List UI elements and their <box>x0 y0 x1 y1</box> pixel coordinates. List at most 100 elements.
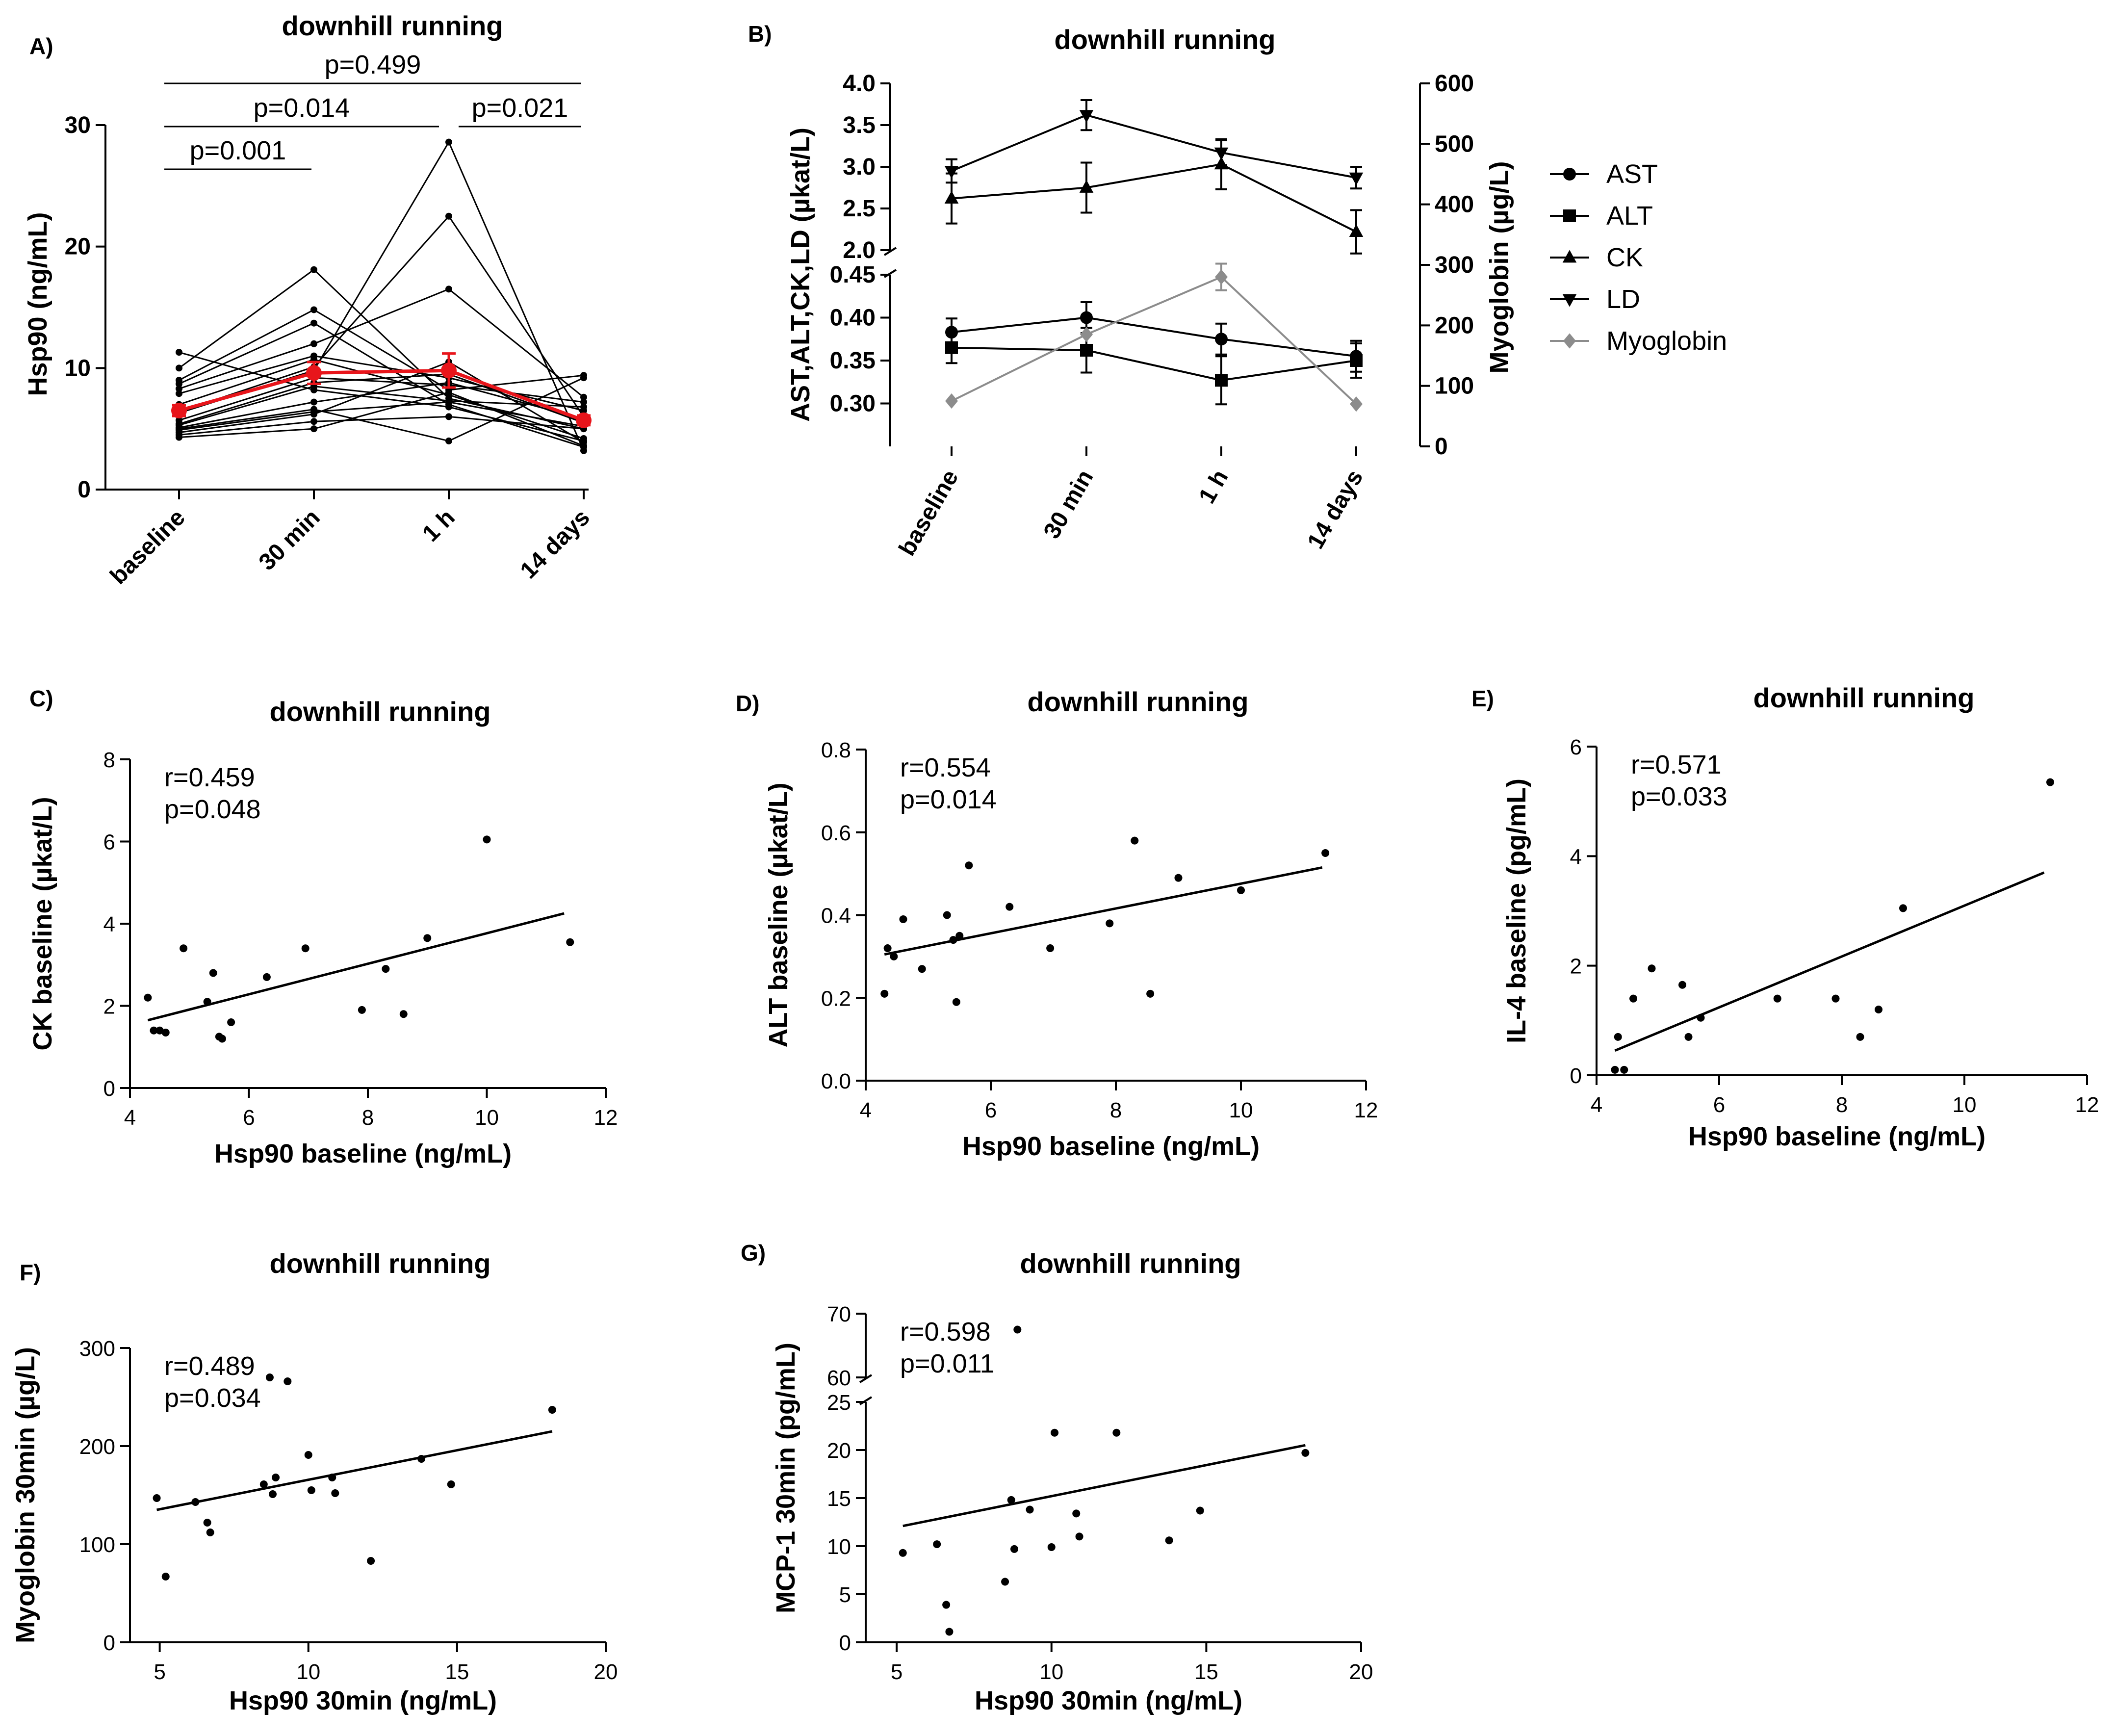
panel-e-xtick-label: 10 <box>1953 1093 1977 1117</box>
panel-c-stat-p: p=0.048 <box>164 795 261 824</box>
panel-f-data-point <box>307 1486 315 1494</box>
panel-e-stat-r: r=0.571 <box>1631 750 1722 779</box>
panel-f-xtick-label: 5 <box>154 1660 165 1684</box>
panel-a-individual-line <box>179 385 584 426</box>
panel-d-data-point <box>1106 919 1114 928</box>
panel-a-ytick-label: 30 <box>65 112 91 138</box>
panel-d-ytick-label: 0.2 <box>821 986 851 1011</box>
panel-d-ytick-label: 0.8 <box>821 738 851 762</box>
panel-b-series-ld-point <box>1349 172 1364 185</box>
panel-d-data-point <box>1046 944 1055 952</box>
panel-f-ytick-label: 0 <box>103 1631 115 1655</box>
panel-a-individual-point <box>176 349 182 356</box>
panel-b-axis-break <box>883 269 897 278</box>
panel-a-individual-point <box>310 418 317 425</box>
panel-b-series-ast-point <box>1215 333 1228 346</box>
panel-a-individual-line <box>179 361 584 443</box>
panel-c-data-point <box>155 1026 164 1035</box>
panel-d-data-point <box>1174 874 1183 882</box>
panel-f-xtick-label: 20 <box>594 1660 618 1684</box>
panel-a-comparison-label: p=0.021 <box>472 93 568 123</box>
panel-a-mean-point <box>306 365 322 381</box>
scatter-panels: C) downhill running Hsp90 baseline (ng/mL)… <box>11 682 2099 1715</box>
panel-a-individual-point <box>445 138 452 146</box>
panel-b-xtick-label: 14 days <box>1303 466 1368 553</box>
panel-a-individual-point <box>580 398 587 406</box>
panel-a-comparison-label: p=0.014 <box>254 93 350 123</box>
panel-b-title: downhill running <box>1054 24 1275 55</box>
panel-c-data-point <box>262 973 271 981</box>
panel-a-xtick-label: baseline <box>105 504 190 589</box>
panel-g-data-point <box>1010 1545 1018 1553</box>
panel-a-mean-point <box>576 412 592 428</box>
panel-f-data-point <box>272 1474 280 1481</box>
panel-d-data-point <box>943 911 951 919</box>
panel-d-data-point <box>880 989 889 998</box>
panel-f-data-point <box>161 1573 170 1581</box>
panel-d-data-point <box>899 915 907 923</box>
panel-d-data-point <box>918 965 926 973</box>
panel-f-data-point <box>304 1451 312 1459</box>
panel-b-series-ld-point <box>1214 147 1229 160</box>
panel-g-data-point <box>1112 1428 1121 1437</box>
panel-a-individual-point <box>176 385 182 392</box>
panel-b-series-myoglobin-line <box>951 276 1357 405</box>
panel-g-data-point <box>899 1549 907 1557</box>
panel-b-right-ytick-label: 100 <box>1435 373 1474 399</box>
panel-f-data-point <box>331 1489 339 1497</box>
panel-b-ytick-label: 2.0 <box>843 237 876 263</box>
panel-b-ylabel-right: Myoglobin (µg/L) <box>1485 161 1514 373</box>
panel-g-ytick-label: 70 <box>827 1302 851 1326</box>
panel-c-data-point <box>161 1028 170 1036</box>
panel-e-xtick-label: 8 <box>1836 1093 1848 1117</box>
panel-b-ytick-label: 0.35 <box>830 348 876 374</box>
panel-e-fit-line <box>1614 871 2045 1052</box>
panel-b-right-ytick-label: 0 <box>1435 434 1448 460</box>
panel-e-data-point <box>1684 1033 1693 1041</box>
panel-d-xtick-label: 12 <box>1354 1098 1378 1122</box>
panel-a-individual-point <box>445 285 452 293</box>
panel-b-legend-label: CK <box>1606 243 1643 272</box>
panel-a-comparison-label: p=0.499 <box>325 50 421 79</box>
panel-g-data-point <box>945 1628 954 1636</box>
panel-b-series-ld-point <box>944 166 959 179</box>
panel-d-data-point <box>1146 989 1155 998</box>
panel-a-xtick-label: 14 days <box>516 504 595 584</box>
panel-a-individual-point <box>580 403 587 411</box>
panel-f-data-point <box>203 1519 211 1527</box>
panel-c-data-point <box>144 993 152 1002</box>
panel-e-xtick-label: 12 <box>2075 1093 2099 1117</box>
panel-e-label: E) <box>1471 686 1494 711</box>
panel-e-data-point <box>1620 1065 1628 1074</box>
panel-a-comparison-label: p=0.001 <box>190 136 286 165</box>
panel-f-data-point <box>259 1480 268 1488</box>
panel-e-data-point <box>1629 994 1637 1003</box>
panel-d-xtick-label: 4 <box>860 1098 872 1122</box>
panel-e-data-point <box>1773 994 1781 1003</box>
panel-g-axis-break <box>859 1396 873 1405</box>
panel-d-xlabel: Hsp90 baseline (ng/mL) <box>962 1132 1260 1161</box>
panel-a-individual-line <box>179 373 584 425</box>
panel-a-individual-point <box>445 398 452 406</box>
panel-f-ytick-label: 300 <box>79 1337 115 1361</box>
panel-d-data-point <box>890 952 898 960</box>
panel-e-data-point <box>1678 981 1686 989</box>
panel-b-ytick-label: 4.0 <box>843 71 876 97</box>
panel-g-xlabel: Hsp90 30min (ng/mL) <box>975 1686 1242 1715</box>
panel-g-ytick-label: 5 <box>839 1583 851 1607</box>
panel-b-xtick-label: 1 h <box>1194 466 1234 508</box>
panel-a-xtick-label: 1 h <box>417 504 460 547</box>
panel-e-xtick-label: 4 <box>1591 1093 1602 1117</box>
panel-b-ylabel-left: AST,ALT,CK,LD (µkat/L) <box>786 128 815 422</box>
panel-f-ytick-label: 200 <box>79 1435 115 1459</box>
panel-d-xtick-label: 8 <box>1110 1098 1122 1122</box>
panel-d-data-point <box>883 944 892 952</box>
panel-a-individual-point <box>445 389 452 396</box>
panel-f-xtick-label: 10 <box>296 1660 320 1684</box>
panel-c-ytick-label: 6 <box>103 830 115 855</box>
panel-e-data-point <box>1611 1065 1619 1074</box>
panel-c-ytick-label: 4 <box>103 912 115 936</box>
panel-b-series-ast-line <box>951 316 1357 358</box>
panel-e-ylabel: IL-4 baseline (pg/mL) <box>1502 778 1531 1043</box>
panel-a-individual-point <box>310 319 317 327</box>
